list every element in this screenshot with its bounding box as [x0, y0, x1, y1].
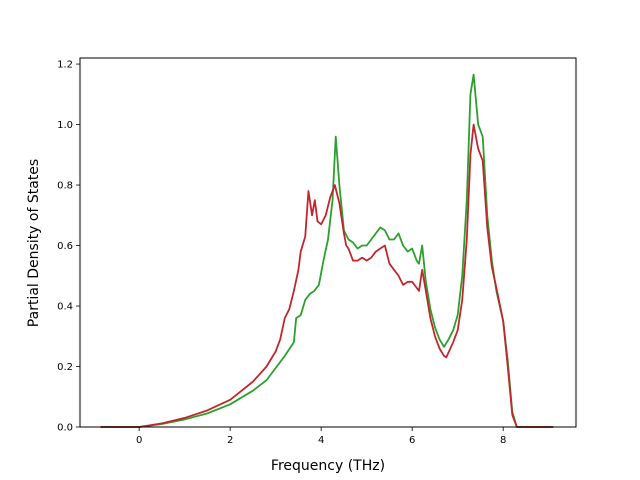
y-tick-label: 1.0	[57, 120, 73, 131]
x-axis-ticks: 0 2 4 6 8	[136, 427, 506, 446]
series-line-2	[100, 123, 554, 428]
y-tick-label: 1.2	[57, 60, 73, 71]
y-tick-label: 0.2	[57, 362, 73, 373]
x-tick-label: 2	[227, 435, 233, 446]
y-tick-label: 0.4	[57, 302, 73, 313]
y-axis-label: Partial Density of States	[26, 159, 42, 327]
x-axis-label: Frequency (THz)	[271, 458, 385, 474]
y-tick-label: 0.6	[57, 241, 73, 252]
x-tick-label: 8	[500, 435, 506, 446]
y-tick-label: 0.8	[57, 181, 73, 192]
x-tick-label: 6	[409, 435, 415, 446]
x-tick-label: 0	[136, 435, 142, 446]
series-layer	[100, 73, 554, 428]
y-axis-ticks: 0.0 0.2 0.4 0.6 0.8 1.0 1.2	[57, 60, 80, 434]
y-tick-label: 0.0	[57, 423, 73, 434]
series-line-1	[100, 73, 554, 428]
x-tick-label: 4	[318, 435, 324, 446]
plot-frame	[79, 57, 577, 428]
